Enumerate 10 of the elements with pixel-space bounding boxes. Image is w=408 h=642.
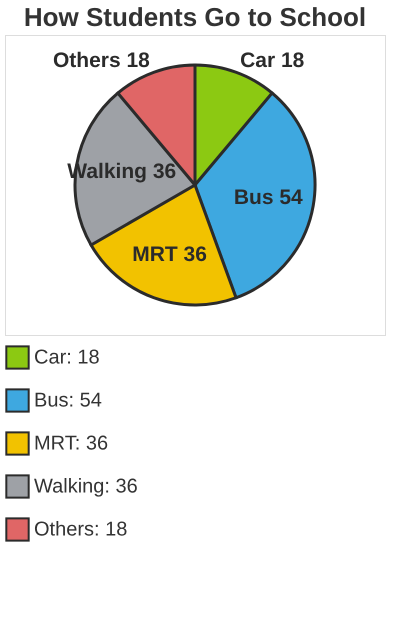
legend-label: MRT: 36 — [34, 432, 108, 454]
legend-label: Car: 18 — [34, 346, 100, 368]
chart-title: How Students Go to School — [24, 2, 366, 32]
legend-label: Bus: 54 — [34, 390, 102, 412]
legend-label: Others: 18 — [34, 518, 128, 540]
data-label: MRT 36 — [132, 242, 207, 266]
legend-label: Walking: 36 — [34, 476, 138, 498]
data-label: Bus 54 — [234, 186, 304, 209]
data-label: Others 18 — [52, 48, 150, 72]
data-label: Car 18 — [240, 48, 305, 72]
